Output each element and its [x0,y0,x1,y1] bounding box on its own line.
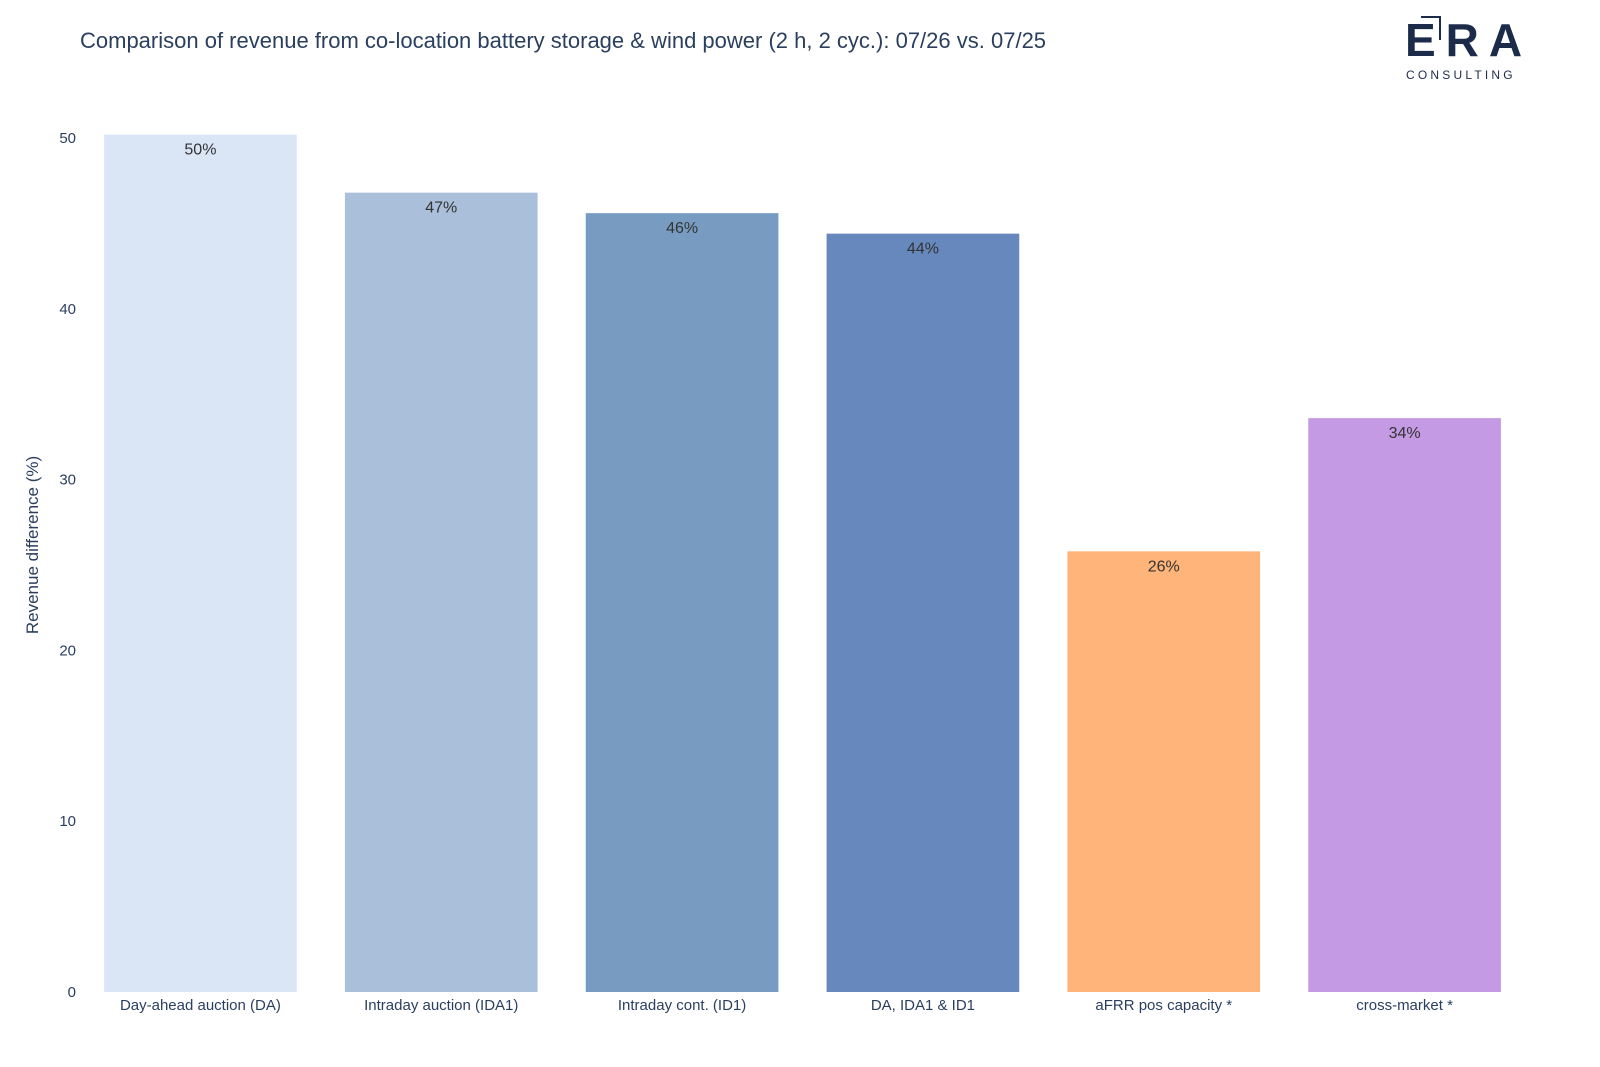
bar[interactable] [1067,551,1261,992]
x-category-label: Intraday cont. (ID1) [618,997,746,1014]
x-axis-categories: Day-ahead auction (DA) Intraday auction (… [120,997,1453,1014]
bar[interactable] [104,134,297,993]
bar-data-label: 46% [666,220,698,237]
y-axis-label: Revenue difference (%) [23,456,42,634]
y-tick-label: 10 [59,813,76,830]
data-labels-group: 50% 47% 46% 44% 26% 34% [184,142,1420,576]
bar[interactable] [1308,418,1501,992]
x-category-label: cross-market * [1356,997,1453,1014]
bar-data-label: 26% [1148,558,1180,575]
bar-data-label: 50% [184,142,216,159]
bar-data-label: 34% [1389,425,1421,442]
x-category-label: Day-ahead auction (DA) [120,997,281,1014]
x-category-label: DA, IDA1 & ID1 [871,997,975,1014]
bar-data-label: 44% [907,241,939,258]
logo-wordmark: ERA [1405,14,1533,66]
y-axis-ticks: 0 10 20 30 40 50 [59,130,76,1001]
y-tick-label: 30 [59,472,76,489]
logo-accent-mark [1421,16,1441,40]
era-consulting-logo: ERA CONSULTING [1405,14,1535,84]
x-category-label: Intraday auction (IDA1) [364,997,518,1014]
logo-subtext: CONSULTING [1406,68,1516,82]
x-category-label: aFRR pos capacity * [1095,997,1232,1014]
bar-data-label: 47% [425,200,457,217]
y-tick-label: 50 [59,130,76,147]
y-tick-label: 40 [59,301,76,318]
chart-title: Comparison of revenue from co-location b… [80,28,1047,53]
y-tick-label: 20 [59,642,76,659]
y-tick-label: 0 [68,984,76,1001]
bar[interactable] [344,192,538,992]
bar[interactable] [826,233,1020,992]
bars-group [104,134,1501,993]
bar[interactable] [585,213,779,993]
